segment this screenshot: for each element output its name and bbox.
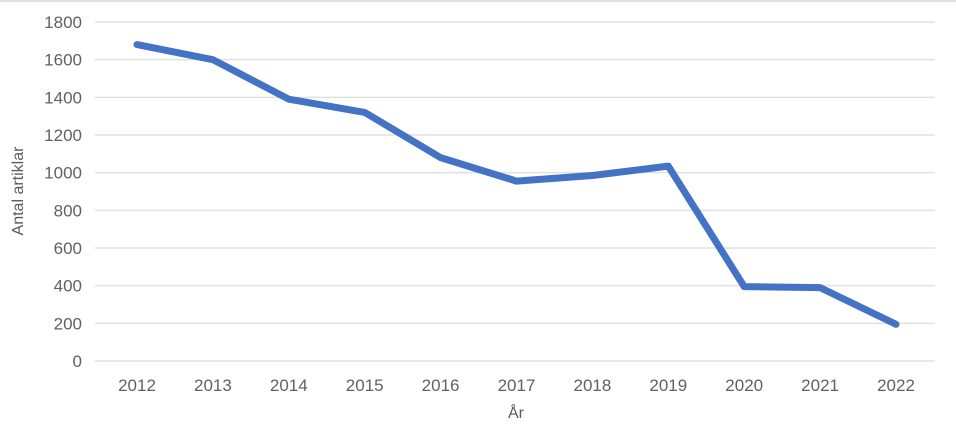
gridlines [95,21,935,362]
x-tick-label-2014: 2014 [270,376,308,395]
y-tick-label-600: 600 [54,239,82,258]
y-axis-title: Antal artiklar [10,146,27,236]
y-axis-tick-labels: 0 200 400 600 800 1000 1200 1400 1600 1800 [44,13,82,371]
x-axis-title: År [508,403,525,422]
x-tick-label-2022: 2022 [877,376,915,395]
x-axis-tick-labels: 2012 2013 2014 2015 2016 2017 2018 2019 2020 2021… [118,376,915,395]
y-tick-label-400: 400 [54,277,82,296]
x-tick-label-2013: 2013 [194,376,232,395]
y-tick-label-1400: 1400 [44,88,82,107]
x-tick-label-2017: 2017 [498,376,536,395]
top-border-divider [0,0,956,2]
x-tick-label-2015: 2015 [346,376,384,395]
x-tick-label-2020: 2020 [725,376,763,395]
x-tick-label-2012: 2012 [118,376,156,395]
x-tick-label-2021: 2021 [801,376,839,395]
y-tick-label-800: 800 [54,201,82,220]
y-tick-label-1800: 1800 [44,13,82,32]
y-tick-label-0: 0 [73,352,82,371]
series-line-antal-artiklar [133,41,900,328]
x-tick-label-2019: 2019 [649,376,687,395]
y-tick-label-200: 200 [54,314,82,333]
y-tick-label-1000: 1000 [44,164,82,183]
x-tick-label-2016: 2016 [422,376,460,395]
x-tick-label-2018: 2018 [573,376,611,395]
y-tick-label-1600: 1600 [44,51,82,70]
y-tick-label-1200: 1200 [44,126,82,145]
